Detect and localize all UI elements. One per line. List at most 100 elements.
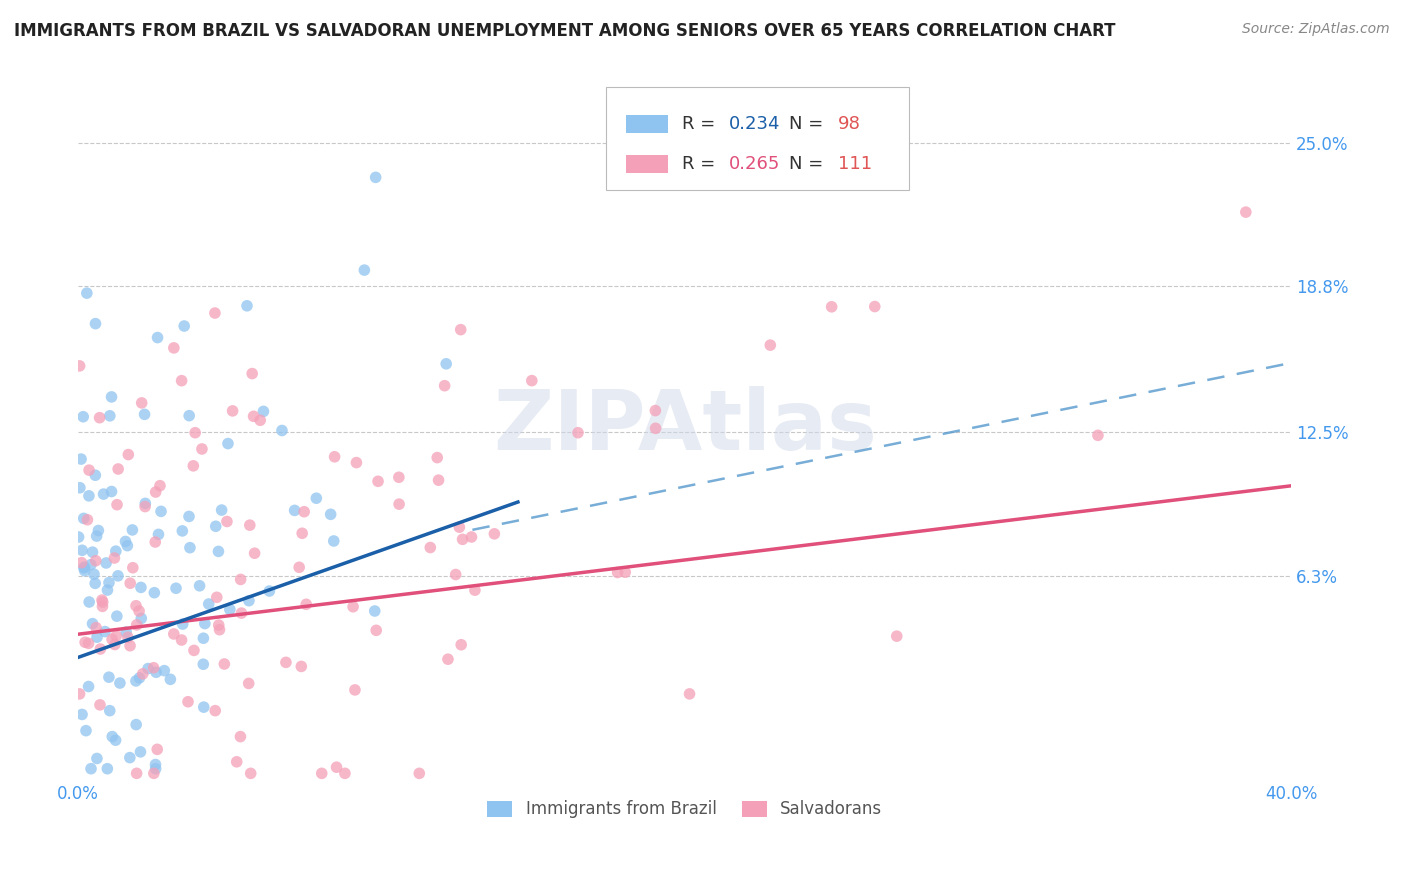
Point xyxy=(86,751,108,765)
Point xyxy=(193,700,215,714)
Point xyxy=(73,560,96,574)
Point xyxy=(84,468,107,483)
Point xyxy=(129,745,152,759)
Point xyxy=(114,534,136,549)
Point xyxy=(105,629,128,643)
Point xyxy=(91,599,114,614)
Point xyxy=(271,424,294,438)
Point xyxy=(117,448,139,462)
Point xyxy=(70,452,93,467)
Point xyxy=(207,544,229,558)
Point xyxy=(325,760,347,774)
Point xyxy=(84,317,107,331)
Point xyxy=(451,533,474,547)
Point xyxy=(104,733,127,747)
Point xyxy=(82,545,104,559)
Point xyxy=(142,661,165,675)
Point xyxy=(75,635,97,649)
Point xyxy=(1087,428,1109,442)
Point xyxy=(132,666,155,681)
Point xyxy=(243,546,266,560)
Point xyxy=(434,357,457,371)
Point xyxy=(208,623,231,637)
Point xyxy=(353,263,375,277)
Point xyxy=(172,617,194,632)
Point xyxy=(148,527,170,541)
Point xyxy=(450,323,472,337)
Point xyxy=(94,624,117,639)
Point xyxy=(291,526,314,541)
Point xyxy=(80,762,103,776)
Point xyxy=(388,470,411,484)
Point xyxy=(77,636,100,650)
Point xyxy=(179,541,201,555)
Bar xyxy=(627,155,668,173)
Point xyxy=(183,458,205,473)
Point xyxy=(567,425,589,440)
Point xyxy=(142,766,165,780)
Point xyxy=(323,450,346,464)
Point xyxy=(208,618,231,632)
Point xyxy=(117,539,139,553)
Point xyxy=(125,673,148,688)
Point xyxy=(75,723,97,738)
Point xyxy=(128,604,150,618)
Point xyxy=(292,505,315,519)
Point xyxy=(128,671,150,685)
Point xyxy=(91,593,114,607)
Point xyxy=(177,509,200,524)
Point xyxy=(449,520,471,534)
Point xyxy=(173,319,195,334)
Point xyxy=(108,676,131,690)
Point xyxy=(231,606,253,620)
Point xyxy=(121,560,143,574)
Point xyxy=(183,643,205,657)
Point xyxy=(72,409,94,424)
Point xyxy=(93,487,115,501)
Point xyxy=(1234,205,1257,219)
Point xyxy=(134,496,156,510)
Point xyxy=(70,543,93,558)
Point xyxy=(77,489,100,503)
Point xyxy=(159,673,181,687)
Point xyxy=(73,564,96,578)
Text: ZIPAtlas: ZIPAtlas xyxy=(492,386,877,467)
Point xyxy=(217,436,239,450)
Point xyxy=(120,576,142,591)
Point xyxy=(194,616,217,631)
Point xyxy=(86,529,108,543)
Point xyxy=(67,530,90,544)
Text: IMMIGRANTS FROM BRAZIL VS SALVADORAN UNEMPLOYMENT AMONG SENIORS OVER 65 YEARS CO: IMMIGRANTS FROM BRAZIL VS SALVADORAN UNE… xyxy=(14,22,1115,40)
Point xyxy=(188,579,211,593)
Point xyxy=(204,519,226,533)
Point xyxy=(259,584,281,599)
Point xyxy=(249,413,271,427)
Point xyxy=(238,593,260,607)
Point xyxy=(644,421,666,435)
Point xyxy=(73,511,96,525)
Point xyxy=(125,618,148,632)
Point xyxy=(76,513,98,527)
Point xyxy=(215,515,238,529)
Point xyxy=(484,526,506,541)
Point xyxy=(96,582,118,597)
Point xyxy=(91,595,114,609)
Point xyxy=(364,604,387,618)
Point xyxy=(115,625,138,640)
Point xyxy=(614,566,637,580)
Text: 111: 111 xyxy=(838,155,872,173)
Point xyxy=(97,670,120,684)
Text: 98: 98 xyxy=(838,115,860,133)
Point xyxy=(103,551,125,566)
Text: 0.234: 0.234 xyxy=(728,115,780,133)
Point xyxy=(211,503,233,517)
Point xyxy=(204,704,226,718)
Point xyxy=(252,404,274,418)
Point xyxy=(229,573,252,587)
Point xyxy=(172,524,194,538)
Point xyxy=(107,462,129,476)
Point xyxy=(136,662,159,676)
Point xyxy=(333,766,356,780)
Point xyxy=(179,409,201,423)
Point xyxy=(163,627,186,641)
